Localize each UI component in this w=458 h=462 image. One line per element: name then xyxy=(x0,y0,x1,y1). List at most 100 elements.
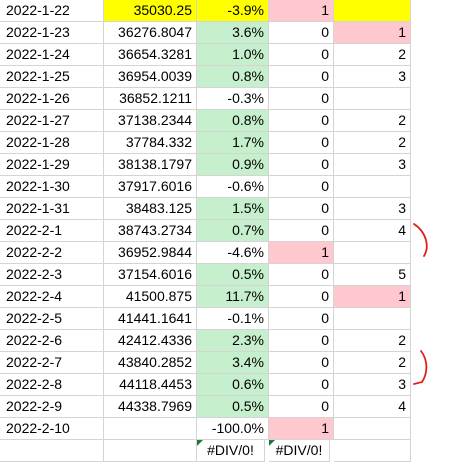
streak-count-cell[interactable] xyxy=(334,308,411,330)
value-cell[interactable]: 38483.125 xyxy=(104,198,197,220)
percent-change-cell[interactable]: -4.6% xyxy=(197,242,269,264)
value-cell[interactable]: 43840.2852 xyxy=(104,352,197,374)
value-cell[interactable]: 44118.4453 xyxy=(104,374,197,396)
percent-change-cell[interactable]: 0.5% xyxy=(197,264,269,286)
flag-cell[interactable]: 0 xyxy=(269,44,334,66)
date-cell[interactable]: 2022-1-26 xyxy=(0,88,104,110)
value-cell[interactable]: 37917.6016 xyxy=(104,176,197,198)
date-cell[interactable]: 2022-1-23 xyxy=(0,22,104,44)
value-cell[interactable]: 35030.25 xyxy=(104,0,197,22)
value-cell[interactable] xyxy=(104,440,197,462)
streak-count-cell[interactable]: 3 xyxy=(334,374,411,396)
flag-cell[interactable]: 0 xyxy=(269,308,334,330)
date-cell[interactable]: 2022-2-4 xyxy=(0,286,104,308)
date-cell[interactable]: 2022-2-5 xyxy=(0,308,104,330)
value-cell[interactable]: 36276.8047 xyxy=(104,22,197,44)
streak-count-cell[interactable]: 2 xyxy=(334,44,411,66)
value-cell[interactable]: 38743.2734 xyxy=(104,220,197,242)
flag-cell[interactable]: 0 xyxy=(269,220,334,242)
percent-change-cell[interactable]: -0.3% xyxy=(197,88,269,110)
flag-cell[interactable]: 0 xyxy=(269,396,334,418)
value-cell[interactable]: 36954.0039 xyxy=(104,66,197,88)
date-cell[interactable]: 2022-1-28 xyxy=(0,132,104,154)
percent-change-cell[interactable]: 1.7% xyxy=(197,132,269,154)
streak-count-cell[interactable]: 4 xyxy=(334,220,411,242)
streak-count-cell[interactable] xyxy=(334,0,411,22)
percent-change-cell[interactable]: 1.5% xyxy=(197,198,269,220)
streak-count-cell[interactable] xyxy=(334,176,411,198)
flag-cell[interactable]: 0 xyxy=(269,154,334,176)
value-cell[interactable]: 37138.2344 xyxy=(104,110,197,132)
date-cell[interactable]: 2022-2-2 xyxy=(0,242,104,264)
date-cell[interactable]: 2022-1-29 xyxy=(0,154,104,176)
streak-count-cell[interactable] xyxy=(334,440,411,462)
percent-change-cell[interactable]: -3.9% xyxy=(197,0,269,22)
value-cell[interactable]: 36654.3281 xyxy=(104,44,197,66)
flag-cell[interactable]: 0 xyxy=(269,330,334,352)
flag-cell[interactable]: 1 xyxy=(269,242,334,264)
date-cell[interactable] xyxy=(0,440,104,462)
flag-cell[interactable]: 0 xyxy=(269,110,334,132)
date-cell[interactable]: 2022-2-3 xyxy=(0,264,104,286)
flag-cell[interactable]: 0 xyxy=(269,66,334,88)
percent-change-cell[interactable]: 11.7% xyxy=(197,286,269,308)
value-cell[interactable]: 44338.7969 xyxy=(104,396,197,418)
date-cell[interactable]: 2022-1-30 xyxy=(0,176,104,198)
streak-count-cell[interactable]: 1 xyxy=(334,22,411,44)
flag-cell[interactable]: 0 xyxy=(269,88,334,110)
flag-cell[interactable]: 0 xyxy=(269,352,334,374)
value-cell[interactable]: 37784.332 xyxy=(104,132,197,154)
date-cell[interactable]: 2022-1-24 xyxy=(0,44,104,66)
percent-change-cell[interactable]: 0.9% xyxy=(197,154,269,176)
flag-cell[interactable]: 0 xyxy=(269,198,334,220)
value-cell[interactable]: 41441.1641 xyxy=(104,308,197,330)
value-cell[interactable]: 36852.1211 xyxy=(104,88,197,110)
percent-change-cell[interactable]: 0.6% xyxy=(197,374,269,396)
percent-change-cell[interactable]: -0.6% xyxy=(197,176,269,198)
flag-cell[interactable]: 0 xyxy=(269,286,334,308)
value-cell[interactable]: 41500.875 xyxy=(104,286,197,308)
flag-cell[interactable]: 0 xyxy=(269,132,334,154)
date-cell[interactable]: 2022-2-8 xyxy=(0,374,104,396)
flag-cell[interactable]: 1 xyxy=(269,0,334,22)
flag-cell[interactable]: 0 xyxy=(269,264,334,286)
date-cell[interactable]: 2022-1-27 xyxy=(0,110,104,132)
percent-change-cell[interactable]: 0.5% xyxy=(197,396,269,418)
percent-change-cell[interactable]: 1.0% xyxy=(197,44,269,66)
streak-count-cell[interactable]: 2 xyxy=(334,330,411,352)
percent-change-cell[interactable]: 3.4% xyxy=(197,352,269,374)
percent-change-cell[interactable]: -0.1% xyxy=(197,308,269,330)
streak-count-cell[interactable]: 5 xyxy=(334,264,411,286)
flag-cell[interactable]: 0 xyxy=(269,22,334,44)
flag-cell[interactable]: 0 xyxy=(269,176,334,198)
value-cell[interactable]: 38138.1797 xyxy=(104,154,197,176)
streak-count-cell[interactable]: 2 xyxy=(334,132,411,154)
value-cell[interactable]: 42412.4336 xyxy=(104,330,197,352)
date-cell[interactable]: 2022-2-6 xyxy=(0,330,104,352)
streak-count-cell[interactable]: 3 xyxy=(334,66,411,88)
percent-change-cell[interactable]: 3.6% xyxy=(197,22,269,44)
percent-change-cell[interactable]: #DIV/0! xyxy=(197,440,265,462)
flag-cell[interactable]: 1 xyxy=(269,418,334,440)
flag-cell[interactable]: 0 xyxy=(269,374,334,396)
percent-change-cell[interactable]: 2.3% xyxy=(197,330,269,352)
date-cell[interactable]: 2022-2-1 xyxy=(0,220,104,242)
date-cell[interactable]: 2022-1-22 xyxy=(0,0,104,22)
date-cell[interactable]: 2022-2-9 xyxy=(0,396,104,418)
streak-count-cell[interactable]: 2 xyxy=(334,352,411,374)
percent-change-cell[interactable]: 0.8% xyxy=(197,110,269,132)
streak-count-cell[interactable] xyxy=(334,88,411,110)
percent-change-cell[interactable]: 0.7% xyxy=(197,220,269,242)
streak-count-cell[interactable]: 1 xyxy=(334,286,411,308)
streak-count-cell[interactable]: 3 xyxy=(334,198,411,220)
date-cell[interactable]: 2022-2-7 xyxy=(0,352,104,374)
streak-count-cell[interactable]: 2 xyxy=(334,110,411,132)
flag-cell[interactable]: #DIV/0! xyxy=(269,440,330,462)
value-cell[interactable]: 36952.9844 xyxy=(104,242,197,264)
date-cell[interactable]: 2022-1-25 xyxy=(0,66,104,88)
value-cell[interactable]: 37154.6016 xyxy=(104,264,197,286)
percent-change-cell[interactable]: -100.0% xyxy=(197,418,269,440)
date-cell[interactable]: 2022-2-10 xyxy=(0,418,104,440)
streak-count-cell[interactable]: 3 xyxy=(334,154,411,176)
streak-count-cell[interactable] xyxy=(334,242,411,264)
